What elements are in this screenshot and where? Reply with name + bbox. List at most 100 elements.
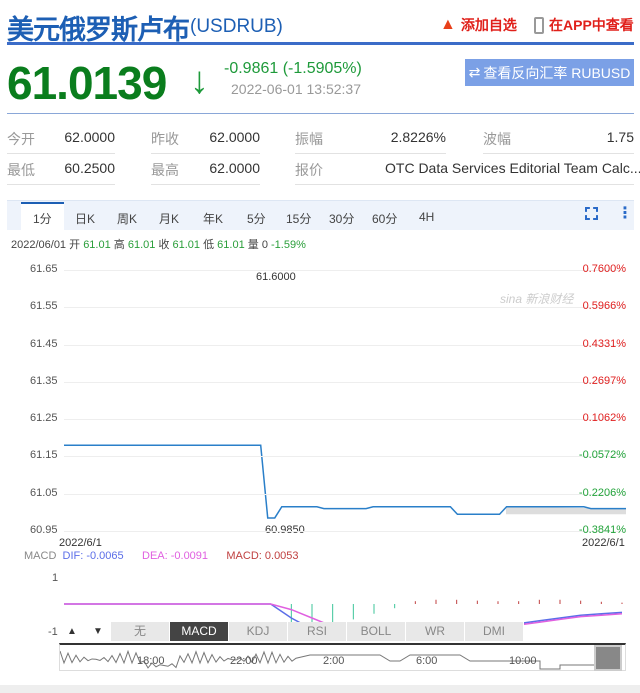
navigator-handle[interactable] — [594, 645, 622, 671]
chart-tab[interactable]: 周K — [117, 212, 138, 226]
active-tab-indicator — [21, 202, 64, 230]
macd-y-bottom: -1 — [48, 626, 58, 638]
stat-value: 1.75 — [606, 129, 634, 145]
phone-icon — [534, 16, 544, 34]
y-tick-label: 61.65 — [30, 263, 58, 275]
indicator-tab[interactable]: MACD — [170, 622, 229, 641]
stat-label: 今开 — [7, 131, 35, 147]
sina-watermark: sina 新浪财经 — [500, 292, 574, 306]
chart-tab[interactable]: 月K — [159, 212, 180, 226]
dea-value: DEA: -0.0091 — [142, 550, 209, 562]
open-value: 61.01 — [83, 239, 111, 251]
gridline — [64, 307, 626, 309]
stat-underline — [151, 184, 260, 185]
macd-y-top: 1 — [52, 572, 59, 584]
down-arrow-icon: ↓ — [190, 60, 209, 102]
indicator-tab[interactable]: 无 — [111, 622, 170, 641]
dif-value: DIF: -0.0065 — [62, 550, 124, 562]
move-down-button[interactable]: ▼ — [93, 626, 103, 637]
chart-tab[interactable]: 5分 — [247, 212, 266, 226]
x-end-label: 2022/6/1 — [582, 537, 625, 549]
stat-underline — [295, 184, 634, 185]
low-value: 61.01 — [217, 239, 245, 251]
x-start-label: 2022/6/1 — [59, 537, 102, 549]
chart-tab[interactable]: 30分 — [329, 212, 355, 226]
gridline — [64, 493, 626, 495]
stat-value: OTC Data Services Editorial Team Calc... — [385, 160, 640, 176]
navigator-time-label: 6:00 — [416, 655, 438, 667]
time-navigator[interactable] — [59, 643, 626, 671]
gridline — [64, 456, 626, 458]
indicator-tab[interactable]: WR — [406, 622, 465, 641]
y-tick-label: 61.05 — [30, 486, 58, 499]
view-in-app-label: 在APP中查看 — [549, 17, 634, 33]
open-label: 开 — [69, 239, 81, 251]
reverse-rate-button[interactable]: ⇄ 查看反向汇率 RUBUSD — [465, 59, 634, 86]
chart-tab[interactable]: 1分 — [33, 212, 52, 226]
more-icon[interactable]: ⋮ — [617, 205, 633, 222]
view-in-app-button[interactable]: 在APP中查看 — [534, 15, 634, 35]
stat-value: 60.2500 — [64, 160, 115, 176]
y-tick-label: 61.15 — [30, 449, 58, 462]
y-tick-label: 61.55 — [30, 300, 58, 313]
price-line — [64, 444, 626, 519]
price-change: -0.9861 (-1.5905%) — [224, 60, 362, 77]
add-watchlist-button[interactable]: ▲ 添加自选 — [440, 15, 517, 35]
stat-value: 62.0000 — [209, 129, 260, 145]
current-price: 61.0139 — [7, 57, 167, 109]
stat-underline — [151, 153, 260, 154]
indicator-tab[interactable]: RSI — [288, 622, 347, 641]
chart-tab[interactable]: 60分 — [372, 212, 398, 226]
chart-tab[interactable]: 4H — [419, 210, 435, 224]
add-watchlist-label: 添加自选 — [460, 17, 517, 33]
fullscreen-icon[interactable] — [585, 207, 598, 220]
stat-label: 最低 — [7, 162, 35, 178]
indicator-tab[interactable]: KDJ — [229, 622, 288, 641]
reverse-rate-label: 查看反向汇率 RUBUSD — [483, 64, 631, 81]
pct-value: -1.59% — [271, 239, 306, 251]
y-tick-label: 61.25 — [30, 412, 58, 425]
stat-underline — [295, 153, 446, 154]
symbol-code: (USDRUB) — [190, 16, 283, 37]
navigator-time-label: 18:00 — [137, 655, 165, 667]
stats-divider — [7, 113, 634, 114]
volume-label: 量 — [247, 239, 259, 251]
fire-icon: ▲ — [440, 16, 456, 33]
y-tick-label: 61.45 — [30, 337, 58, 350]
pct-tick-label: -0.2206% — [578, 486, 626, 499]
pct-tick-label: 0.1062% — [582, 412, 626, 425]
navigator-sparkline — [59, 649, 594, 670]
stat-label: 昨收 — [151, 131, 179, 147]
y-tick-label: 60.95 — [30, 524, 58, 536]
swap-icon: ⇄ — [468, 64, 481, 80]
pct-tick-label: -0.3841% — [578, 524, 626, 536]
indicator-arrows: ▲ ▼ — [59, 622, 111, 641]
page-title: 美元俄罗斯卢布 — [7, 15, 190, 45]
chart-tab[interactable]: 日K — [75, 212, 96, 226]
indicator-tab[interactable]: BOLL — [347, 622, 406, 641]
stat-underline — [7, 184, 115, 185]
chart-tab[interactable]: 15分 — [286, 212, 312, 226]
indicator-tab[interactable]: DMI — [465, 622, 524, 641]
gridline — [64, 270, 626, 271]
volume-value: 0 — [261, 239, 268, 251]
gridline — [64, 381, 626, 383]
navigator-time-label: 2:00 — [323, 655, 345, 667]
y-tick-label: 61.35 — [30, 374, 58, 387]
navigator-line — [59, 649, 594, 670]
close-label: 收 — [158, 239, 170, 251]
stat-underline — [483, 153, 634, 154]
high-label: 高 — [113, 239, 125, 251]
bottom-toolbar — [0, 685, 640, 693]
stat-value: 62.0000 — [64, 129, 115, 145]
move-up-button[interactable]: ▲ — [67, 626, 77, 637]
stat-label: 最高 — [151, 162, 179, 178]
chart-tab[interactable]: 年K — [203, 212, 224, 226]
pct-tick-label: 0.7600% — [582, 263, 626, 275]
pct-tick-label: 0.4331% — [582, 337, 626, 350]
gridline — [64, 531, 626, 532]
macd-title: MACD — [24, 550, 57, 562]
high-value: 61.01 — [127, 239, 156, 251]
pct-tick-label: 0.5966% — [582, 300, 626, 313]
